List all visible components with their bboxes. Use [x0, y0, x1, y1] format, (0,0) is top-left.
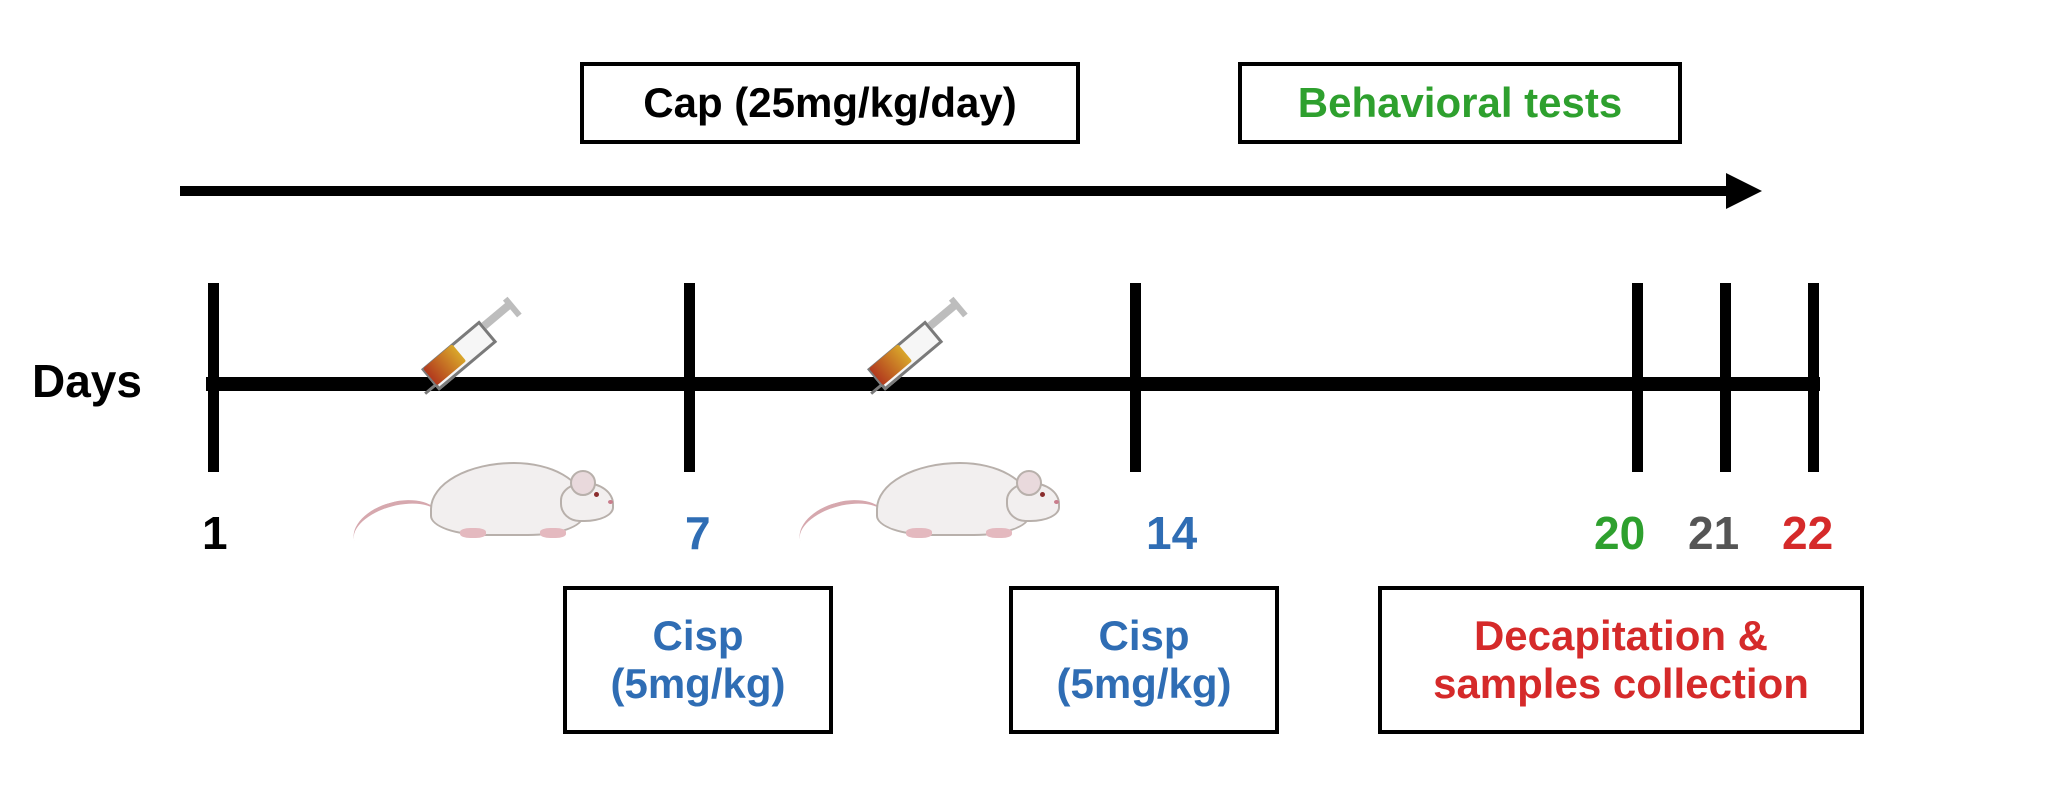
tick-20: [1632, 283, 1643, 472]
day-20-text: 20: [1594, 507, 1645, 559]
day-7-text: 7: [685, 507, 711, 559]
axis-label: Days: [32, 354, 142, 408]
tick-1: [208, 283, 219, 472]
day-label-21: 21: [1688, 506, 1739, 560]
day-label-20: 20: [1594, 506, 1645, 560]
day-label-1: 1: [202, 506, 228, 560]
day-1-text: 1: [202, 507, 228, 559]
day-label-7: 7: [685, 506, 711, 560]
box-cap: Cap (25mg/kg/day): [580, 62, 1080, 144]
arrow-line: [180, 186, 1728, 196]
syringe-icon: [838, 326, 968, 456]
tick-21: [1720, 283, 1731, 472]
tick-7: [684, 283, 695, 472]
timeline-diagram: Cap (25mg/kg/day) Behavioral tests Days: [0, 0, 2056, 811]
box-cisp-2-text: Cisp (5mg/kg): [1056, 612, 1231, 709]
box-cap-text: Cap (25mg/kg/day): [643, 79, 1016, 127]
axis-label-text: Days: [32, 355, 142, 407]
arrow-head-icon: [1726, 173, 1762, 209]
box-cisp-2: Cisp (5mg/kg): [1009, 586, 1279, 734]
box-cisp-1: Cisp (5mg/kg): [563, 586, 833, 734]
box-behavioral-text: Behavioral tests: [1298, 79, 1622, 127]
day-label-22: 22: [1782, 506, 1833, 560]
box-decapitation-text: Decapitation & samples collection: [1433, 612, 1809, 709]
day-label-14: 14: [1146, 506, 1197, 560]
day-14-text: 14: [1146, 507, 1197, 559]
tick-14: [1130, 283, 1141, 472]
syringe-icon: [392, 326, 522, 456]
day-21-text: 21: [1688, 507, 1739, 559]
tick-22: [1808, 283, 1819, 472]
box-cisp-1-text: Cisp (5mg/kg): [610, 612, 785, 709]
day-22-text: 22: [1782, 507, 1833, 559]
box-decapitation: Decapitation & samples collection: [1378, 586, 1864, 734]
box-behavioral: Behavioral tests: [1238, 62, 1682, 144]
